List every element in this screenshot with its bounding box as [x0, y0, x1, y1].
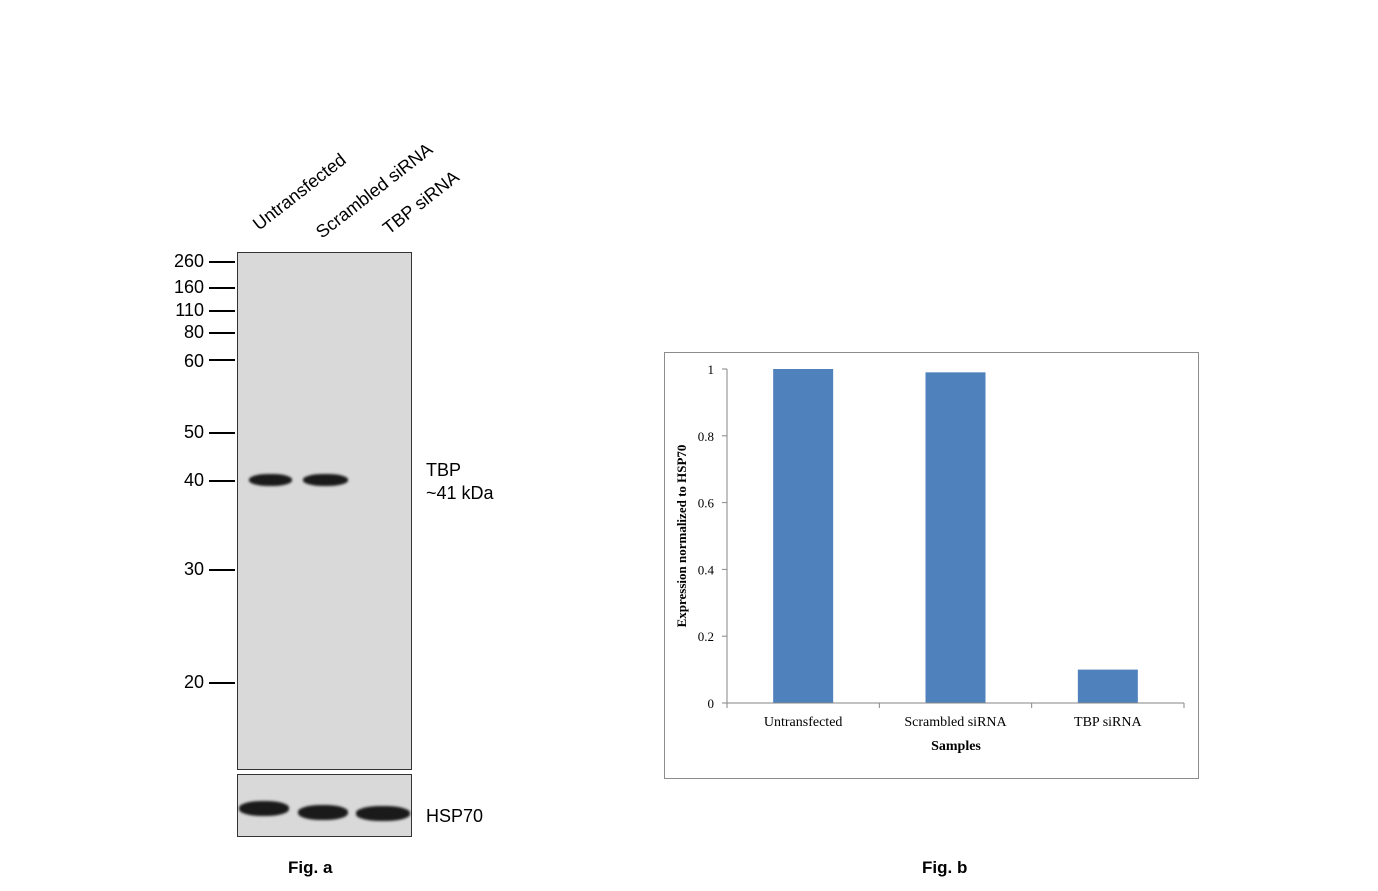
x-tick-label: Untransfected	[764, 715, 843, 730]
bar-tbp-sirna	[1077, 669, 1138, 703]
x-axis-title: Samples	[931, 739, 981, 754]
mw-tick	[209, 569, 235, 571]
mw-marker-label: 20	[183, 672, 204, 692]
hsp70-band	[356, 806, 410, 821]
hsp70-band	[298, 805, 348, 820]
mw-tick	[209, 432, 235, 434]
mw-tick	[209, 261, 235, 263]
hsp70-blot-membrane	[237, 774, 412, 837]
mw-tick	[209, 682, 235, 684]
y-axis-title: Expression normalized to HSP70	[674, 445, 689, 628]
x-tick-label: Scrambled siRNA	[904, 715, 1007, 730]
y-tick-label: 0.6	[698, 496, 715, 511]
target-protein-label: TBP	[426, 460, 462, 480]
x-tick-label: TBP siRNA	[1074, 715, 1142, 730]
mw-marker-label: 60	[183, 351, 204, 371]
y-tick-label: 0	[708, 696, 715, 711]
mw-marker-label: 30	[183, 559, 204, 579]
mw-tick	[209, 480, 235, 482]
y-tick-label: 0.4	[698, 562, 715, 577]
mw-tick	[209, 332, 235, 334]
chart-frame	[664, 352, 1199, 779]
mw-tick	[209, 310, 235, 312]
mw-tick	[209, 287, 235, 289]
mw-marker-label: 260	[173, 251, 204, 271]
target-size-label: ~41 kDa	[426, 483, 494, 503]
mw-tick	[209, 359, 235, 361]
mw-marker-label: 40	[183, 470, 204, 490]
mw-marker-label: 160	[173, 277, 204, 297]
tbp-band	[303, 474, 348, 486]
figure-caption: Fig. b	[922, 858, 968, 877]
y-tick-label: 1	[708, 362, 715, 377]
tbp-blot-membrane	[237, 252, 412, 770]
mw-marker-label: 80	[183, 322, 204, 342]
loading-control-label: HSP70	[426, 806, 484, 826]
y-tick-label: 0.2	[698, 629, 714, 644]
hsp70-band	[239, 801, 289, 816]
tbp-band	[249, 474, 292, 486]
mw-marker-label: 110	[175, 300, 204, 320]
mw-marker-label: 50	[183, 422, 204, 442]
bar-untransfected	[773, 369, 834, 703]
figure-caption: Fig. a	[288, 858, 333, 877]
bar-scrambled-sirna	[925, 372, 986, 703]
y-tick-label: 0.8	[698, 429, 714, 444]
